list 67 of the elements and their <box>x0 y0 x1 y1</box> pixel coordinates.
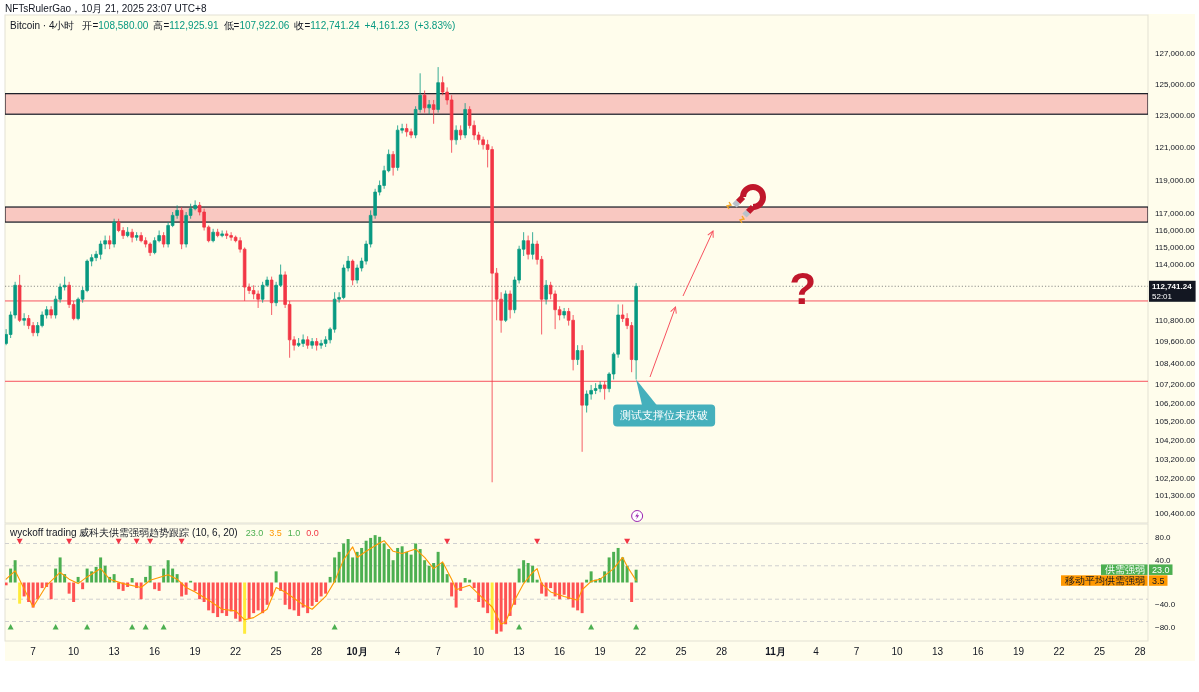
x-tick-label: 28 <box>1134 645 1147 657</box>
y-tick-label: 110,800.00 <box>1155 315 1195 325</box>
x-tick-label: 4 <box>813 645 820 657</box>
annotation: 23.0 <box>245 527 264 538</box>
x-tick-label: 25 <box>1094 645 1106 657</box>
x-tick-label: 13 <box>932 645 944 657</box>
x-tick-label: 16 <box>972 645 985 657</box>
y-tick-label: 119,000.00 <box>1155 176 1195 186</box>
x-tick-label: 13 <box>513 645 526 657</box>
x-tick-label: 10 <box>68 645 80 657</box>
x-tick-label: 7 <box>435 645 442 657</box>
y-tick-label: 80.0 <box>1155 533 1172 543</box>
x-tick-label: 7 <box>853 645 860 657</box>
legend-label: 移动平均供需强弱 <box>1065 575 1145 587</box>
x-tick-label: 25 <box>270 645 283 657</box>
x-tick-label: 16 <box>554 645 566 657</box>
annotation: 3.5 <box>269 527 282 538</box>
y-tick-label: −80.0 <box>1155 622 1176 632</box>
x-tick-label: 28 <box>311 645 323 657</box>
y-tick-label: 125,000.00 <box>1155 79 1196 89</box>
y-tick-label: 104,200.00 <box>1155 436 1196 446</box>
y-tick-label: 100,400.00 <box>1155 508 1196 518</box>
y-tick-label: 116,000.00 <box>1155 226 1195 236</box>
y-tick-label: 117,000.00 <box>1155 209 1195 219</box>
y-tick-label: 102,200.00 <box>1155 473 1196 483</box>
annotation: 0.0 <box>306 527 319 538</box>
y-tick-label: 107,200.00 <box>1155 380 1196 390</box>
chart-title: Bitcoin · 4小时 <box>10 19 75 31</box>
ref-line-label: 112,741.24 <box>1152 281 1193 291</box>
text: NFTsRulerGao，10月 21, 2025 23:07 UTC+8 <box>5 2 207 14</box>
y-tick-label: 114,000.00 <box>1155 260 1195 270</box>
x-tick-label: 10 <box>473 645 485 657</box>
x-tick-label: 10 <box>891 645 904 657</box>
x-tick-label: 10月 <box>346 645 368 657</box>
y-tick-label: 109,600.00 <box>1155 337 1196 347</box>
x-tick-label: 25 <box>675 645 688 657</box>
y-tick-label: 106,200.00 <box>1155 398 1196 408</box>
y-tick-label: 127,000.00 <box>1155 48 1196 58</box>
x-tick-label: 4 <box>394 645 401 657</box>
x-tick-label: 7 <box>30 645 37 657</box>
callout: 测试支撑位未跌破 <box>613 379 716 427</box>
x-tick-label: 19 <box>189 645 202 657</box>
x-tick-label: 22 <box>635 645 647 657</box>
y-tick-label: −40.0 <box>1155 600 1176 610</box>
annotation: 测试支撑位未跌破 <box>620 409 709 422</box>
chart-title: wyckoff trading 威科夫供需强弱趋势跟踪 (10, 6, 20) <box>9 527 238 538</box>
annotation: ? <box>789 264 817 314</box>
annotation: 1.0 <box>287 527 301 538</box>
y-tick-label: 40.0 <box>1155 555 1172 565</box>
x-tick-label: 16 <box>149 645 161 657</box>
legend-label: 供需强弱 <box>1105 564 1145 576</box>
x-tick-label: 22 <box>230 645 242 657</box>
x-tick-label: 28 <box>716 645 728 657</box>
y-tick-label: 121,000.00 <box>1155 143 1196 153</box>
y-tick-label: 103,200.00 <box>1155 454 1196 464</box>
x-tick-label: 19 <box>594 645 607 657</box>
x-tick-label: 11月 <box>765 645 786 657</box>
price-tag: 112,741.24 52:01 <box>1149 280 1196 302</box>
x-tick-label: 22 <box>1053 645 1066 657</box>
x-tick-label: 19 <box>1013 645 1025 657</box>
y-tick-label: 123,000.00 <box>1155 111 1196 121</box>
y-tick-label: 108,400.00 <box>1155 358 1196 368</box>
y-tick-label: 101,300.00 <box>1155 491 1196 501</box>
x-tick-label: 13 <box>108 645 121 657</box>
y-tick-label: 105,200.00 <box>1155 417 1196 427</box>
y-tick-label: 115,000.00 <box>1155 242 1195 252</box>
text: 开=108,580.00 高=112,925.91 低=107,922.06 收=112,741.24 +4,161.23 (+3.83%) <box>82 19 456 31</box>
